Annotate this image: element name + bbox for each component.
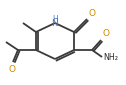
Text: O: O [102, 29, 109, 39]
Text: H: H [52, 15, 58, 24]
Text: NH₂: NH₂ [103, 53, 118, 62]
Text: O: O [89, 8, 96, 18]
Text: N: N [52, 19, 58, 28]
Text: O: O [8, 65, 15, 74]
